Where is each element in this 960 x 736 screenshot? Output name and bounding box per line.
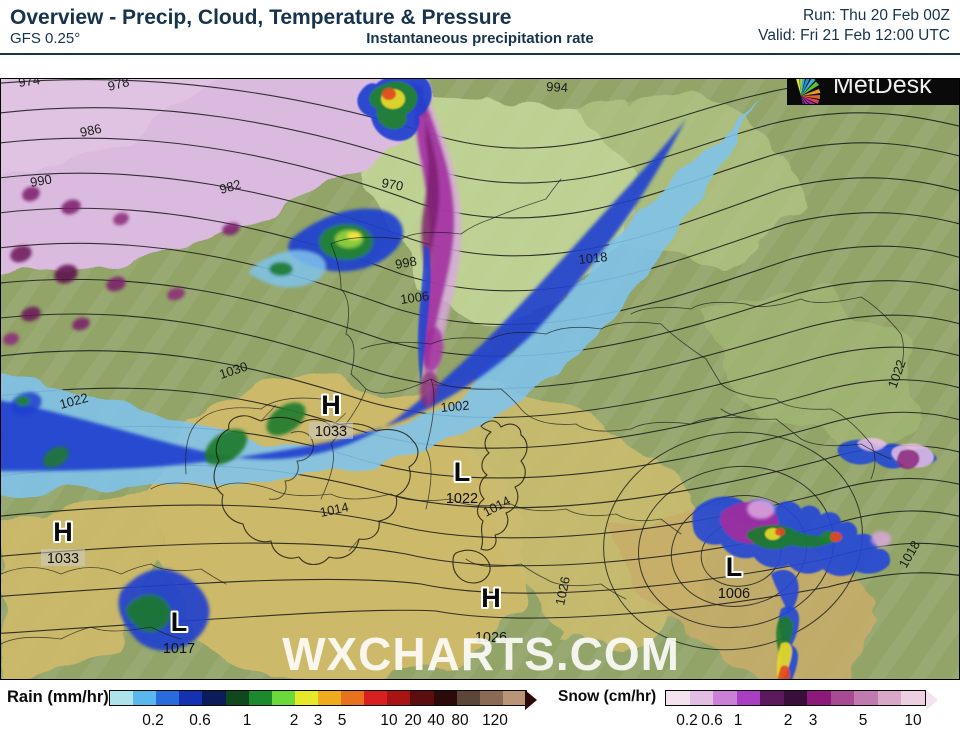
svg-text:1002: 1002 [440,398,470,415]
svg-text:L: L [454,457,471,487]
svg-text:1033: 1033 [47,551,79,567]
svg-text:994: 994 [546,79,568,95]
svg-text:1018: 1018 [578,249,608,267]
svg-text:1022: 1022 [446,491,478,507]
svg-text:1026: 1026 [475,630,507,646]
svg-text:1006: 1006 [718,586,750,602]
svg-text:1017: 1017 [163,641,195,657]
svg-text:H: H [481,583,501,613]
svg-text:L: L [171,607,188,637]
svg-text:H: H [321,390,341,420]
svg-text:L: L [726,552,743,582]
svg-text:H: H [53,517,73,547]
svg-text:1033: 1033 [315,424,347,440]
